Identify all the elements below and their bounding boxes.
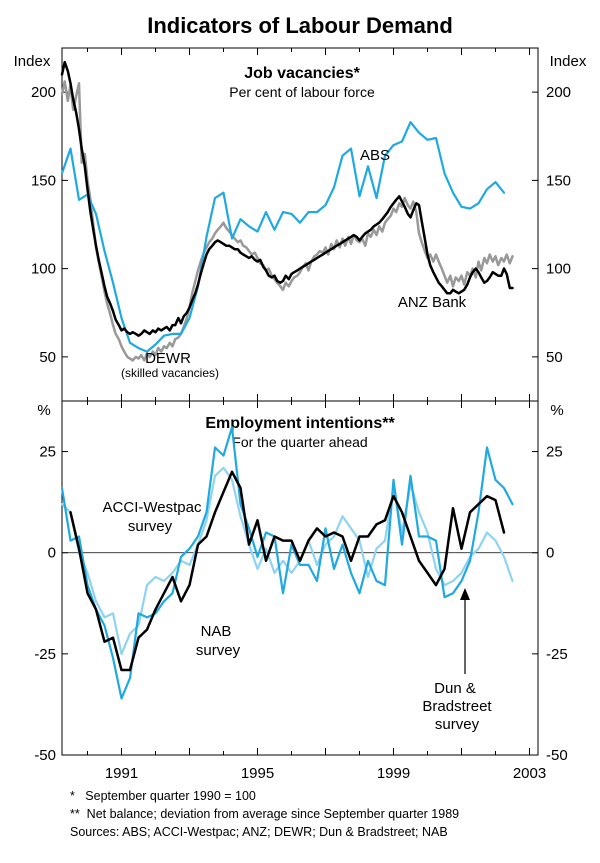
footnote-sources: Sources: ABS; ACCI-Westpac; ANZ; DEWR; D… [70, 825, 448, 839]
series-line-dnb [69, 470, 506, 672]
series-line-acci [60, 426, 514, 700]
y-tick-label-right: 150 [546, 172, 571, 189]
y-tick-label-right: -25 [546, 646, 568, 663]
y-tick-label-left: 150 [31, 172, 56, 189]
label-acci-line2: survey [128, 518, 173, 535]
top-panel-frame [61, 47, 539, 402]
bottom-panel-frame [61, 400, 539, 756]
x-tick-label: 1999 [377, 765, 410, 782]
footnote-2: ** Net balance; deviation from average s… [70, 807, 459, 821]
y-tick-label-left: 100 [31, 261, 56, 278]
label-nab-line1: NAB [201, 623, 232, 640]
series-line-abs [60, 121, 506, 353]
y-tick-label-right: 200 [546, 84, 571, 101]
y-tick-label-left: 25 [39, 444, 56, 461]
top-panel-title: Job vacancies* [244, 65, 360, 82]
y-tick-label-left: -50 [34, 747, 56, 764]
x-tick-label: 1995 [241, 765, 274, 782]
footnote-1: * September quarter 1990 = 100 [70, 789, 256, 803]
label-acci-line1: ACCI-Westpac [103, 499, 202, 516]
bottom-unit-left: % [37, 402, 50, 419]
x-tick-label: 1991 [105, 765, 138, 782]
y-tick-label-right: 25 [546, 444, 563, 461]
series-line-anz [60, 60, 514, 337]
label-abs: ABS [360, 147, 390, 164]
y-tick-label-right: -50 [546, 747, 568, 764]
y-tick-label-left: 0 [48, 545, 56, 562]
label-dnb-line1: Dun & [434, 680, 476, 697]
bottom-panel-title: Employment intentions** [205, 415, 395, 432]
y-tick-label-left: 200 [31, 84, 56, 101]
chart-title: Indicators of Labour Demand [147, 13, 453, 38]
top-unit-left: Index [14, 53, 51, 70]
label-anz: ANZ Bank [398, 294, 467, 311]
series-line-dewr [60, 80, 514, 362]
label-dnb-line3: survey [435, 716, 480, 733]
top-panel-subtitle: Per cent of labour force [229, 84, 375, 100]
y-tick-label-right: 50 [546, 349, 563, 366]
y-tick-label-right: 0 [546, 545, 554, 562]
bottom-panel-subtitle: For the quarter ahead [232, 434, 367, 450]
series-lines [60, 60, 514, 700]
y-tick-label-left: 50 [39, 349, 56, 366]
bottom-unit-right: % [550, 402, 563, 419]
label-dewr: DEWR [145, 350, 191, 367]
label-nab-line2: survey [196, 642, 241, 659]
y-tick-label-left: -25 [34, 646, 56, 663]
ticks: 50 50 100 100 150 150 200 200 -50 -50 -25 -25 0 0 25 25… [31, 48, 571, 782]
y-tick-label-right: 100 [546, 261, 571, 278]
x-tick-label: 2003 [513, 765, 546, 782]
top-unit-right: Index [550, 53, 587, 70]
label-dewr-note: (skilled vacancies) [121, 366, 219, 380]
label-dnb-line2: Bradstreet [422, 698, 492, 715]
dnb-arrow-head [460, 588, 470, 600]
